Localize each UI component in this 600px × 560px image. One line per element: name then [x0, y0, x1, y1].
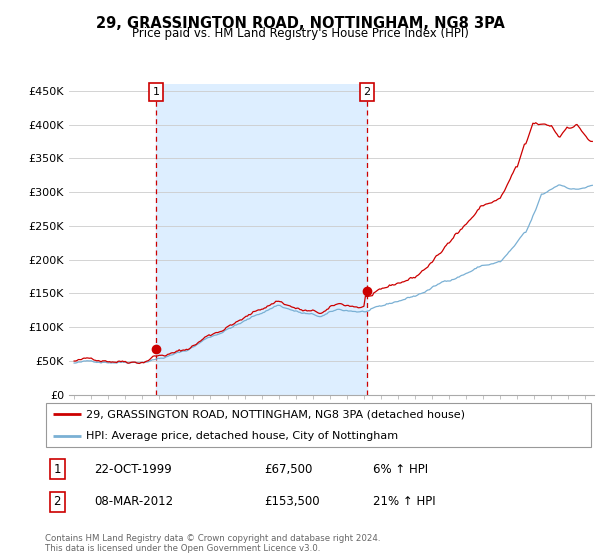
Text: Contains HM Land Registry data © Crown copyright and database right 2024.
This d: Contains HM Land Registry data © Crown c…	[45, 534, 380, 553]
Text: 21% ↑ HPI: 21% ↑ HPI	[373, 496, 436, 508]
Text: HPI: Average price, detached house, City of Nottingham: HPI: Average price, detached house, City…	[86, 431, 398, 441]
Text: 29, GRASSINGTON ROAD, NOTTINGHAM, NG8 3PA (detached house): 29, GRASSINGTON ROAD, NOTTINGHAM, NG8 3P…	[86, 409, 465, 419]
Text: Price paid vs. HM Land Registry's House Price Index (HPI): Price paid vs. HM Land Registry's House …	[131, 27, 469, 40]
Text: 29, GRASSINGTON ROAD, NOTTINGHAM, NG8 3PA: 29, GRASSINGTON ROAD, NOTTINGHAM, NG8 3P…	[95, 16, 505, 31]
Text: 08-MAR-2012: 08-MAR-2012	[94, 496, 173, 508]
Text: 1: 1	[53, 463, 61, 475]
Text: 2: 2	[364, 87, 371, 97]
Text: £67,500: £67,500	[264, 463, 312, 475]
Text: 2: 2	[53, 496, 61, 508]
Text: 1: 1	[152, 87, 160, 97]
Bar	[156, 84, 367, 395]
Text: 22-OCT-1999: 22-OCT-1999	[94, 463, 172, 475]
Text: £153,500: £153,500	[264, 496, 320, 508]
FancyBboxPatch shape	[46, 403, 591, 447]
Text: 6% ↑ HPI: 6% ↑ HPI	[373, 463, 428, 475]
